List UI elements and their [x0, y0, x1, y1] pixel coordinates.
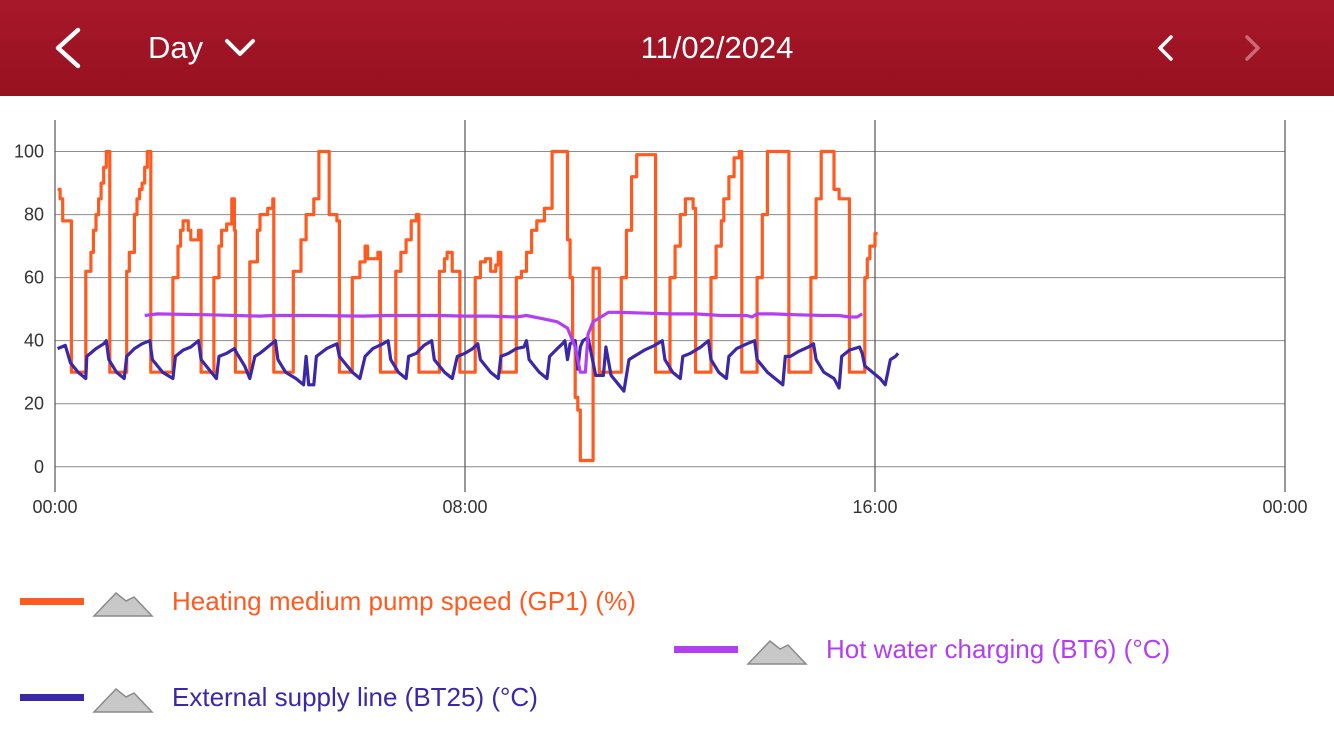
y-tick-label: 100 [14, 142, 44, 162]
series-line-hotwater [144, 310, 864, 374]
x-tick-label: 00:00 [32, 497, 77, 517]
x-tick-label: 00:00 [1262, 497, 1307, 517]
series-line-supply [56, 335, 900, 393]
x-tick-label: 16:00 [852, 497, 897, 517]
pump-color-swatch [20, 598, 84, 605]
hotwater-color-swatch [674, 646, 738, 653]
y-tick-label: 20 [24, 394, 44, 414]
chevron-down-icon [225, 39, 256, 56]
legend-item-pump[interactable]: Heating medium pump speed (GP1) (%) [20, 586, 636, 617]
date-title: 11/02/2024 [640, 30, 794, 65]
y-tick-label: 60 [24, 268, 44, 288]
chevron-left-icon [1158, 35, 1173, 61]
supply-color-swatch [20, 694, 84, 701]
back-button[interactable] [48, 24, 88, 72]
back-arrow-icon [55, 27, 81, 69]
area-toggle-icon [92, 687, 154, 713]
supply-legend-label: External supply line (BT25) (°C) [172, 682, 538, 712]
legend-item-supply[interactable]: External supply line (BT25) (°C) [20, 682, 538, 713]
hotwater-legend-label: Hot water charging (BT6) (°C) [826, 634, 1171, 664]
period-selector[interactable]: Day [148, 26, 257, 70]
chevron-right-icon [1245, 35, 1260, 61]
y-tick-label: 80 [24, 205, 44, 225]
y-tick-label: 40 [24, 331, 44, 351]
y-tick-label: 0 [34, 457, 44, 477]
period-label: Day [148, 30, 204, 65]
area-toggle-icon [92, 591, 154, 617]
area-toggle-icon [746, 639, 808, 665]
top-app-bar: Day 11/02/2024 [0, 0, 1334, 96]
x-tick-label: 08:00 [442, 497, 487, 517]
pump-legend-label: Heating medium pump speed (GP1) (%) [172, 586, 636, 616]
next-day-button [1240, 33, 1266, 63]
previous-day-button[interactable] [1152, 33, 1178, 63]
series-line-pump [57, 149, 878, 463]
legend-item-hotwater[interactable]: Hot water charging (BT6) (°C) [674, 634, 1170, 665]
line-chart: 0 20 40 60 80 100 00:00 08:00 16:00 00:00 [14, 120, 1308, 517]
